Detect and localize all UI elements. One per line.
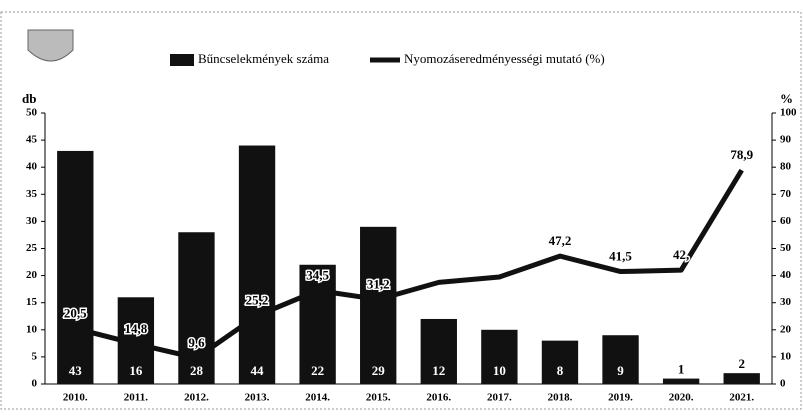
bar-value-label: 10 <box>493 363 506 378</box>
y-tick-label: 25 <box>26 242 38 254</box>
line-value-label: 9,6 <box>188 335 205 350</box>
bar-value-label: 16 <box>129 363 143 378</box>
y-tick-label: 10 <box>26 323 38 335</box>
y-tick-label: 30 <box>26 215 38 227</box>
y-tick-label: 45 <box>26 134 38 146</box>
bar-value-label: 22 <box>311 363 324 378</box>
y-tick-label: 35 <box>26 188 38 200</box>
x-tick-label: 2014. <box>305 392 330 404</box>
x-tick-label: 2020. <box>669 392 694 404</box>
y-tick-label: 0 <box>32 378 38 390</box>
y-axis-label: db <box>22 91 36 106</box>
y-tick-label: 20 <box>26 269 38 281</box>
bar-value-label: 12 <box>432 363 445 378</box>
x-tick-label: 2015. <box>366 392 391 404</box>
y2-tick-label: 30 <box>780 296 792 308</box>
y2-tick-label: 10 <box>780 350 792 362</box>
bar <box>239 146 275 384</box>
line-value-label: 78,9 <box>730 147 753 162</box>
bar-value-label: 43 <box>69 363 83 378</box>
x-tick-label: 2017. <box>487 392 512 404</box>
line-value-label: 42, <box>673 247 689 262</box>
bar-value-label: 28 <box>190 363 204 378</box>
bar <box>360 227 396 384</box>
y-tick-label: 5 <box>32 350 38 362</box>
y-tick-label: 40 <box>26 161 38 173</box>
x-tick-label: 2021. <box>729 392 754 404</box>
legend-label: Nyomozáseredményességi mutató (%) <box>404 51 605 66</box>
x-tick-label: 2011. <box>124 392 148 404</box>
chart: db % 0 5 10 15 20 25 30 35 40 45 50 0 10 20 30 40 50 60 70… <box>0 0 803 411</box>
line <box>75 170 741 358</box>
bar-value-label: 1 <box>678 362 685 377</box>
x-tick-label: 2010. <box>63 392 88 404</box>
bar-value-label: 29 <box>372 363 386 378</box>
y2-tick-label: 0 <box>780 378 786 390</box>
y2-tick-label: 90 <box>780 134 792 146</box>
y2-tick-label: 50 <box>780 242 792 254</box>
line-value-label: 41,5 <box>609 249 632 264</box>
y2-tick-label: 20 <box>780 323 792 335</box>
bar <box>57 151 93 384</box>
emblem <box>28 30 73 61</box>
x-tick-label: 2016. <box>426 392 451 404</box>
bar-value-label: 9 <box>617 363 624 378</box>
y2-tick-label: 60 <box>780 215 792 227</box>
bar <box>724 373 760 384</box>
y-tick-label: 15 <box>26 296 38 308</box>
line-value-label: 34,5 <box>306 267 329 282</box>
x-tick-label: 2013. <box>245 392 270 404</box>
line-value-label: 31,2 <box>367 276 390 291</box>
bar-value-label: 44 <box>251 363 265 378</box>
line-value-label: 20,5 <box>64 305 87 320</box>
y2-tick-label: 100 <box>780 107 797 119</box>
y-tick-label: 50 <box>26 107 38 119</box>
y2-tick-label: 40 <box>780 269 792 281</box>
legend-label: Bűncselekmények száma <box>198 51 329 66</box>
x-tick-label: 2012. <box>184 392 209 404</box>
bar-value-label: 2 <box>738 356 745 371</box>
y2-axis-label: % <box>780 91 793 106</box>
y2-tick-label: 70 <box>780 188 792 200</box>
bar <box>663 379 699 384</box>
y2-tick-label: 80 <box>780 161 792 173</box>
bar-value-label: 8 <box>557 363 564 378</box>
line-value-label: 25,2 <box>246 293 269 308</box>
x-tick-label: 2018. <box>548 392 573 404</box>
legend-swatch <box>170 54 194 66</box>
line-value-label: 14,8 <box>125 321 148 336</box>
x-tick-label: 2019. <box>608 392 633 404</box>
line-value-label: 47,2 <box>549 233 572 248</box>
bar <box>178 232 214 384</box>
